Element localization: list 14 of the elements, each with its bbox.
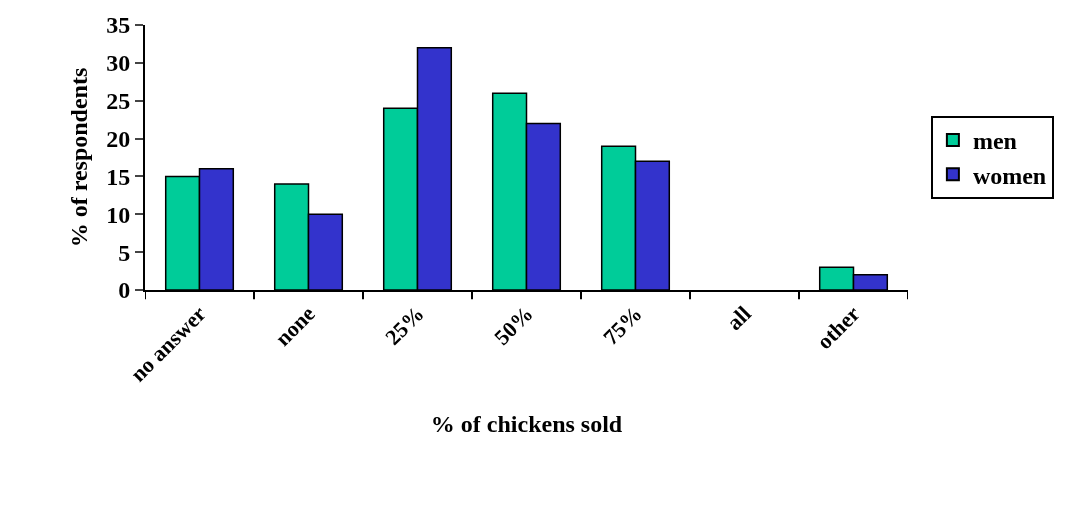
y-tick-label: 5 (118, 239, 131, 266)
y-tick-label: 15 (106, 163, 131, 190)
y-tick-label: 30 (106, 50, 131, 77)
x-tick-label: all (721, 301, 756, 336)
y-tick-label: 0 (118, 277, 131, 304)
y-tick-label: 20 (106, 125, 131, 152)
y-tick-label: 25 (106, 88, 131, 115)
y-tick-label: 10 (106, 201, 131, 228)
y-tick-label: 35 (106, 12, 131, 39)
x-axis-title: % of chickens sold (430, 411, 623, 438)
x-tick-label: 75% (598, 301, 647, 350)
y-axis-title: % of respondents (65, 67, 92, 248)
legend-label: women (972, 162, 1047, 189)
legend-label: men (972, 128, 1017, 155)
